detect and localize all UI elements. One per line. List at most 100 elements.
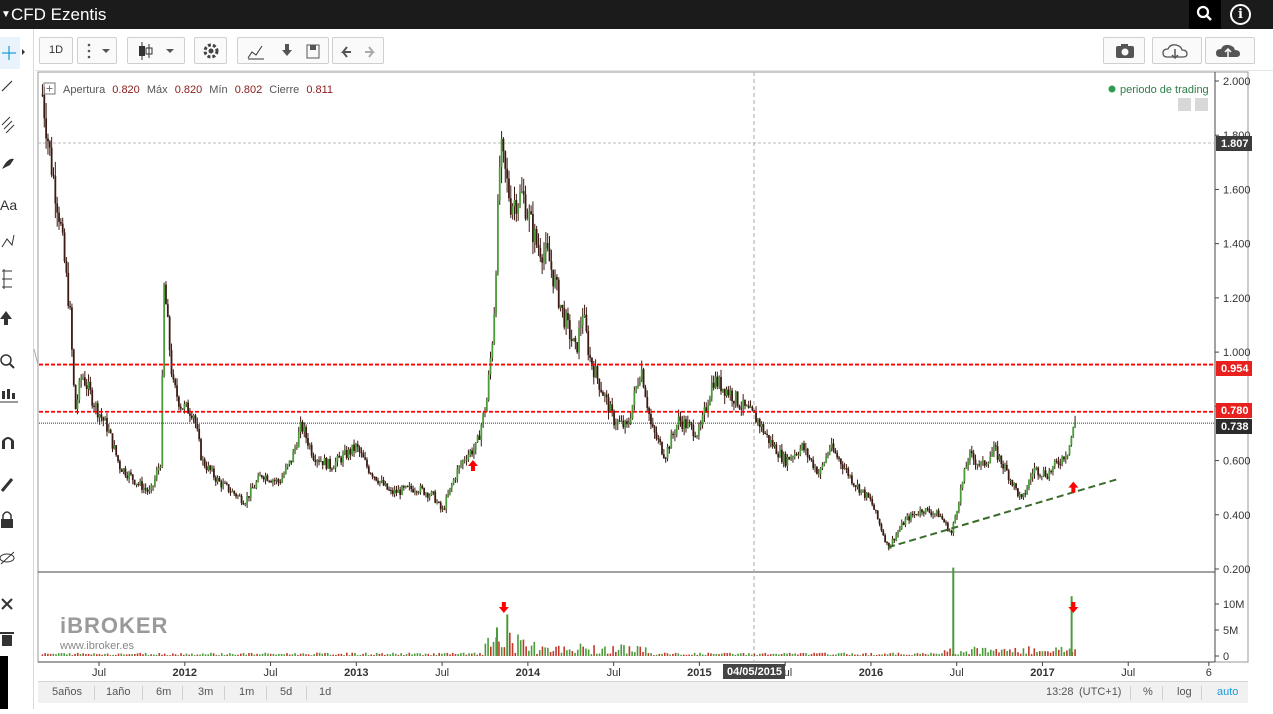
window-title[interactable]: CFD Ezentis — [11, 5, 107, 24]
candle-body — [635, 386, 638, 392]
volume-bar — [155, 654, 158, 656]
candle-body — [906, 516, 909, 519]
interval-button[interactable]: 1D — [39, 37, 73, 64]
chart-type-button[interactable] — [127, 37, 185, 64]
candle-body — [939, 515, 942, 518]
screenshot-button[interactable] — [1103, 37, 1145, 64]
candle-body — [165, 284, 167, 305]
candle-body — [602, 392, 604, 396]
volume-bar — [691, 654, 693, 656]
undo-icon[interactable] — [340, 46, 351, 58]
range-5d[interactable]: 5d — [280, 686, 293, 698]
settings-button[interactable] — [194, 37, 227, 64]
candle-body — [876, 510, 879, 519]
percent-toggle[interactable]: % — [1143, 686, 1153, 698]
volume-bar — [1003, 648, 1006, 656]
volume-bar — [142, 654, 144, 656]
candle-body — [1074, 422, 1076, 428]
volume-bar — [188, 654, 190, 656]
volume-bar — [653, 655, 655, 656]
interval-menu-button[interactable] — [77, 37, 117, 64]
range-3m[interactable]: 3m — [198, 686, 214, 698]
magnet-icon[interactable] — [2, 437, 14, 449]
volume-bar — [647, 653, 650, 656]
volume-bar — [150, 654, 152, 656]
range-1d[interactable]: 1d — [319, 686, 332, 698]
candle-body — [437, 501, 440, 503]
candle-body — [319, 461, 322, 463]
volume-bar — [658, 653, 661, 656]
range-1m[interactable]: 1m — [239, 686, 255, 698]
candle-body — [467, 454, 470, 460]
trash-icon[interactable] — [0, 632, 14, 646]
candle-body — [922, 512, 925, 514]
alert-toggle-icon[interactable] — [1178, 98, 1191, 111]
time-tick-label: 2016 — [859, 667, 883, 679]
measure-icon[interactable] — [2, 269, 12, 289]
candle-body — [862, 489, 864, 491]
brush-icon[interactable] — [2, 158, 14, 169]
time-scale[interactable]: Jul 2012 Jul 2013 Jul 2014 Jul 2015 Jul 2016 Jul 20… — [92, 662, 1212, 679]
volume-bar — [541, 646, 544, 656]
range-1y[interactable]: 1año — [106, 686, 131, 698]
volume-bar — [204, 654, 207, 656]
arrow-icon[interactable] — [0, 311, 12, 325]
volume-bar — [55, 654, 57, 656]
marker-icon[interactable] — [0, 389, 18, 403]
candle-body — [240, 496, 243, 504]
log-toggle[interactable]: log — [1177, 686, 1192, 698]
compare-icon[interactable] — [282, 44, 292, 56]
volume-bar — [606, 653, 609, 656]
volume-bar — [210, 652, 212, 656]
candle-body — [130, 472, 132, 475]
ruler-icon[interactable] — [1, 598, 13, 610]
line-icon[interactable] — [1, 80, 13, 92]
sound-toggle-icon[interactable] — [1195, 98, 1208, 111]
volume-bar — [878, 654, 881, 656]
candle-body — [449, 487, 451, 494]
symbol-dropdown-icon[interactable]: ▼ — [1, 9, 11, 20]
volume-bar — [884, 653, 886, 656]
candle-body — [998, 455, 1001, 460]
search-button[interactable] — [1189, 0, 1221, 29]
info-icon[interactable]: i — [1230, 4, 1251, 25]
lock-icon[interactable] — [1, 511, 13, 528]
timezone[interactable]: (UTC+1) — [1079, 686, 1122, 698]
upload-button[interactable] — [1205, 37, 1255, 64]
candle-body — [218, 477, 221, 482]
sidebar-edge — [0, 656, 8, 709]
candle-body — [622, 420, 625, 428]
zoom-icon[interactable] — [0, 354, 15, 369]
candle-body — [1024, 493, 1027, 495]
line2-badge — [1216, 403, 1252, 418]
volume-bar — [547, 647, 549, 656]
range-5y[interactable]: 5años — [52, 686, 82, 698]
candle-body — [686, 421, 689, 429]
redo-icon[interactable] — [365, 46, 376, 58]
candle-body — [325, 457, 328, 469]
candle-body — [155, 470, 158, 479]
open-label: Apertura — [63, 84, 106, 96]
volume-bar — [1014, 647, 1017, 656]
eye-icon[interactable] — [0, 551, 15, 565]
pane-resize-handle[interactable] — [33, 348, 39, 366]
load-button[interactable] — [1152, 37, 1202, 64]
low-label: Mín — [209, 84, 227, 96]
time-tick-label: 6 — [1206, 667, 1212, 679]
candle-body — [205, 466, 208, 471]
lock-draw-icon[interactable] — [0, 478, 14, 492]
candle-body — [513, 200, 516, 207]
auto-toggle[interactable]: auto — [1217, 686, 1239, 698]
expand-legend-icon[interactable] — [43, 82, 56, 95]
range-6m[interactable]: 6m — [156, 686, 172, 698]
candle-body — [166, 304, 169, 317]
volume-bar — [345, 652, 348, 656]
pitchfork-icon[interactable] — [1, 116, 15, 134]
indicators-icon[interactable] — [238, 38, 330, 65]
candle-body — [213, 468, 215, 478]
candle-body — [596, 366, 599, 379]
volume-bar — [41, 654, 44, 656]
text-icon[interactable]: Aa — [0, 197, 17, 213]
pattern-icon[interactable] — [1, 234, 15, 248]
